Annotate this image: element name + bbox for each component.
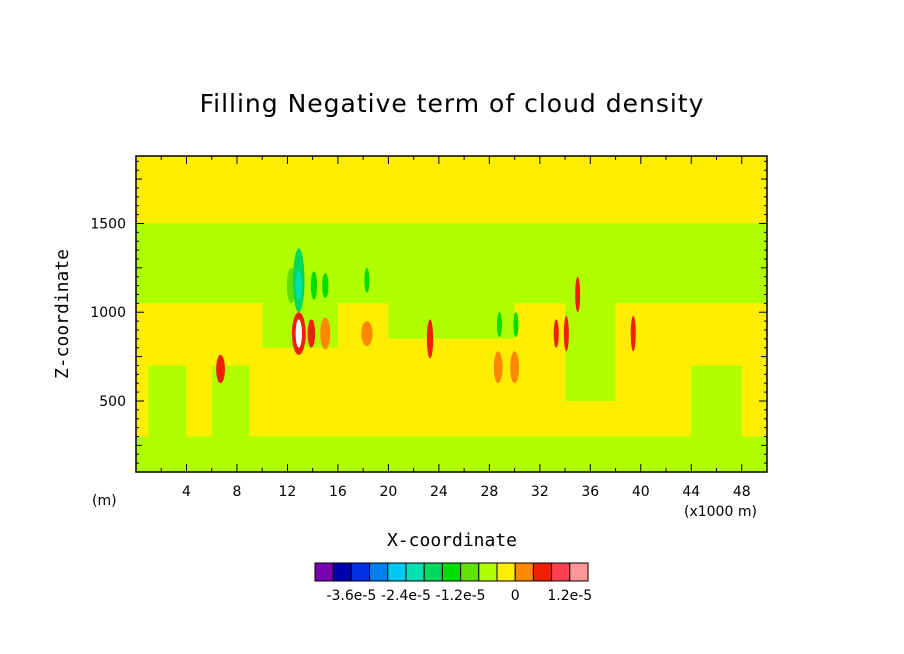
colorbar-swatch <box>332 562 352 582</box>
colorbar-swatch <box>405 562 425 582</box>
field-blob-19 <box>575 276 581 313</box>
colorbar-swatch <box>532 562 553 582</box>
field-blob-20 <box>630 315 636 352</box>
colorbar: -3.6e-5 -2.4e-5 -1.2e-5 0 1.2e-5 <box>314 562 592 604</box>
colorbar-swatch <box>496 562 516 582</box>
y-tick-label: 1000 <box>90 305 126 321</box>
x-axis-label: X-coordinate <box>387 530 517 551</box>
x-tick-label: 32 <box>531 484 549 500</box>
colorbar-swatch <box>350 562 371 582</box>
field-blob-14 <box>510 351 520 384</box>
field-blob-10 <box>361 321 373 346</box>
x-tick-label: 4 <box>182 484 191 500</box>
x-tick-label: 48 <box>733 484 751 500</box>
y-tick-label: 1500 <box>90 216 126 232</box>
field-blob-0 <box>216 354 225 384</box>
field-blob-12 <box>426 319 434 359</box>
x-tick-label: 40 <box>632 484 650 500</box>
field-blob-6 <box>307 319 316 348</box>
y-axis-label: Z-coordinate <box>52 249 73 379</box>
colorbar-swatch <box>460 562 480 582</box>
x-tick-label: 36 <box>581 484 599 500</box>
colorbar-swatch <box>314 562 334 582</box>
field-blob-11 <box>364 267 370 293</box>
x-tick-label: 16 <box>329 484 347 500</box>
colorbar-label: -3.6e-5 <box>326 588 376 604</box>
colorbar-label: 0 <box>511 588 520 604</box>
field-blob-17 <box>553 319 559 348</box>
colorbar-swatch <box>569 562 589 582</box>
field-region-7 <box>565 303 616 401</box>
field-blob-15 <box>496 312 502 338</box>
colorbar-swatch <box>387 562 407 582</box>
colorbar-swatch <box>369 562 389 582</box>
field-blob-9 <box>322 273 329 299</box>
colorbar-swatch <box>514 562 534 582</box>
colorbar-swatch <box>478 562 498 582</box>
x-tick-label: 28 <box>480 484 498 500</box>
field-region-2 <box>136 436 767 472</box>
field-blob-7 <box>310 271 318 300</box>
colorbar-swatch <box>441 562 462 582</box>
colorbar-swatch <box>551 562 571 582</box>
colorbar-label: -1.2e-5 <box>436 588 486 604</box>
field-blob-5 <box>295 319 302 348</box>
x-tick-label: 44 <box>682 484 700 500</box>
field-blob-18 <box>563 315 569 352</box>
field-blob-16 <box>513 312 519 338</box>
x-unit-right: (x1000 m) <box>684 504 757 520</box>
x-tick-label: 20 <box>379 484 397 500</box>
field-region-6 <box>388 303 515 339</box>
colorbar-label: -2.4e-5 <box>381 588 431 604</box>
colorbar-label: 1.2e-5 <box>547 588 592 604</box>
field-blob-8 <box>320 317 331 350</box>
field-region-8 <box>691 365 742 437</box>
colorbar-swatch <box>423 562 443 582</box>
field-region-1 <box>136 223 767 304</box>
field-blob-13 <box>493 351 503 384</box>
x-unit-left: (m) <box>92 493 117 509</box>
field-blob-3 <box>295 271 302 300</box>
y-tick-label: 500 <box>99 394 126 410</box>
field-region-3 <box>148 365 187 437</box>
chart-title: Filling Negative term of cloud density <box>200 89 705 118</box>
x-tick-label: 8 <box>232 484 241 500</box>
plot-frame <box>135 155 768 473</box>
x-tick-label: 24 <box>430 484 448 500</box>
x-tick-label: 12 <box>279 484 297 500</box>
